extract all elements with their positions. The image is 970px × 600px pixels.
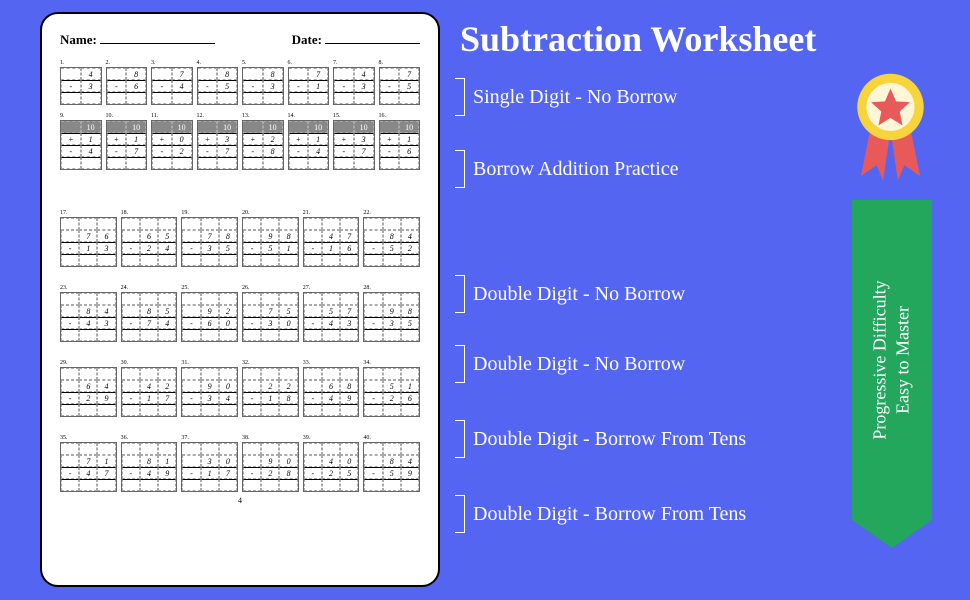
problem-row: 23.84-4324.85-7425.92-6026.75-3027.57-43… — [60, 285, 420, 342]
problem: 25.92-60 — [181, 285, 238, 342]
problem: 11.10+0-2 — [151, 113, 193, 170]
problem: 13.10+2-8 — [242, 113, 284, 170]
problem: 32.22-18 — [242, 360, 299, 417]
problem: 18.65-24 — [121, 210, 178, 267]
difficulty-banner: Progressive DifficultyEasy to Master — [852, 200, 932, 520]
problem: 5.8-3 — [242, 60, 284, 105]
worksheet-header: Name: Date: — [60, 32, 420, 48]
problem: 12.10+3-7 — [197, 113, 239, 170]
date-field: Date: — [292, 32, 420, 48]
problem: 19.78-35 — [181, 210, 238, 267]
problem-row: 9.10+1-410.10+1-711.10+0-212.10+3-713.10… — [60, 113, 420, 170]
problem: 30.42-17 — [121, 360, 178, 417]
problem: 33.68-49 — [303, 360, 360, 417]
problem: 31.90-34 — [181, 360, 238, 417]
problem: 8.7-5 — [379, 60, 421, 105]
problem: 36.81-49 — [121, 435, 178, 492]
row-label: Single Digit - No Borrow — [455, 78, 677, 116]
problem: 3.7-4 — [151, 60, 193, 105]
problem: 1.4-3 — [60, 60, 102, 105]
banner-text: Progressive DifficultyEasy to Master — [869, 280, 916, 439]
row-label: Double Digit - No Borrow — [455, 345, 685, 383]
problem: 6.7-1 — [288, 60, 330, 105]
problem: 24.85-74 — [121, 285, 178, 342]
problem: 9.10+1-4 — [60, 113, 102, 170]
name-field: Name: — [60, 32, 215, 48]
worksheet-page: Name: Date: 1.4-32.8-63.7-44.8-55.8-36.7… — [40, 12, 440, 587]
problem: 14.10+1-4 — [288, 113, 330, 170]
problem-row: 17.76-1318.65-2419.78-3520.98-5121.47-16… — [60, 210, 420, 267]
problem: 7.4-3 — [333, 60, 375, 105]
problem: 15.10+3-7 — [333, 113, 375, 170]
problems-container: 1.4-32.8-63.7-44.8-55.8-36.7-17.4-38.7-5… — [60, 60, 420, 492]
problem: 40.84-59 — [363, 435, 420, 492]
problem-row: 1.4-32.8-63.7-44.8-55.8-36.7-17.4-38.7-5 — [60, 60, 420, 105]
row-label: Borrow Addition Practice — [455, 150, 679, 188]
problem: 37.30-17 — [181, 435, 238, 492]
problem: 39.40-25 — [303, 435, 360, 492]
row-label: Double Digit - Borrow From Tens — [455, 420, 746, 458]
problem: 4.8-5 — [197, 60, 239, 105]
problem: 28.98-35 — [363, 285, 420, 342]
problem: 38.90-28 — [242, 435, 299, 492]
problem: 16.10+1-6 — [379, 113, 421, 170]
problem: 29.64-29 — [60, 360, 117, 417]
problem-row: 35.71-4736.81-4937.30-1738.90-2839.40-25… — [60, 435, 420, 492]
page-number: 4 — [60, 496, 420, 505]
problem: 35.71-47 — [60, 435, 117, 492]
row-label: Double Digit - No Borrow — [455, 275, 685, 313]
award-badge-icon — [843, 70, 938, 190]
problem: 26.75-30 — [242, 285, 299, 342]
problem: 34.51-26 — [363, 360, 420, 417]
problem: 2.8-6 — [106, 60, 148, 105]
problem: 21.47-16 — [303, 210, 360, 267]
problem: 22.84-52 — [363, 210, 420, 267]
problem-row: 29.64-2930.42-1731.90-3432.22-1833.68-49… — [60, 360, 420, 417]
problem: 10.10+1-7 — [106, 113, 148, 170]
problem: 23.84-43 — [60, 285, 117, 342]
problem: 17.76-13 — [60, 210, 117, 267]
problem: 20.98-51 — [242, 210, 299, 267]
row-label: Double Digit - Borrow From Tens — [455, 495, 746, 533]
main-title: Subtraction Worksheet — [460, 18, 816, 60]
problem: 27.57-43 — [303, 285, 360, 342]
